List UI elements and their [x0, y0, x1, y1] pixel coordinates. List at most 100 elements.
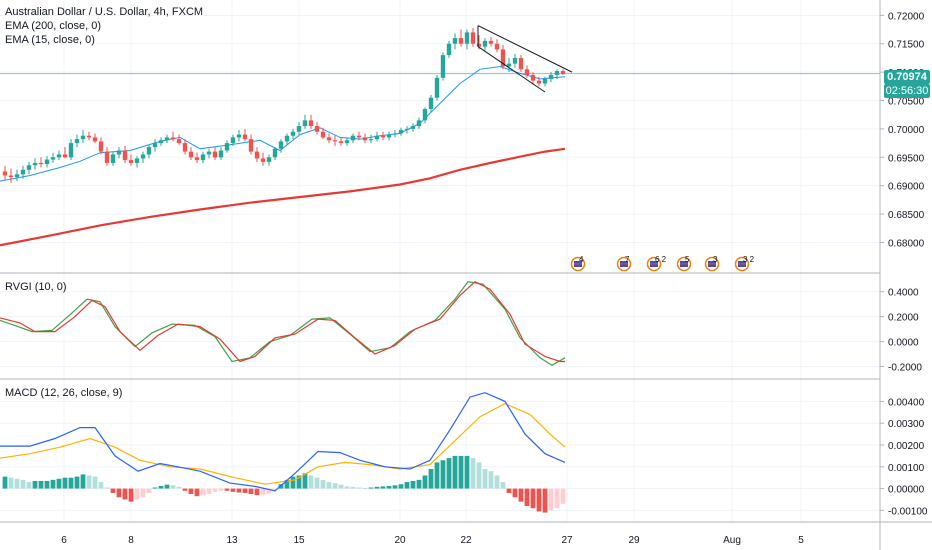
candle-body [560, 70, 566, 74]
event-flag-icon[interactable] [676, 256, 692, 272]
candle [260, 152, 266, 166]
event-flag-stripe [708, 263, 716, 265]
candle-body [380, 135, 386, 138]
candle [146, 144, 152, 159]
candle [278, 139, 284, 153]
event-count-label: 3 2 [743, 255, 755, 264]
ema15-line [0, 65, 566, 182]
event-flag-icon[interactable] [704, 256, 720, 272]
candle [68, 139, 74, 161]
candle-body [332, 140, 338, 142]
macd-histogram-bar [482, 468, 488, 489]
macd-histogram-bar [536, 488, 542, 512]
macd-histogram-bar [368, 487, 374, 489]
candle [464, 29, 470, 50]
candle-body [554, 70, 560, 75]
candle-body [86, 135, 92, 138]
macd-histogram-bar [194, 488, 200, 497]
macd-histogram-bar [2, 476, 8, 489]
event-flag-icon[interactable] [616, 256, 632, 272]
macd-histogram-bar [110, 488, 116, 493]
event-flag-icon[interactable] [734, 256, 750, 272]
candle [548, 72, 554, 83]
macd-histogram-bar [272, 488, 278, 490]
event-flag-icon[interactable] [570, 256, 586, 272]
candle [218, 147, 224, 161]
macd-histogram-bar [464, 455, 470, 489]
candle-body [278, 141, 284, 149]
macd-histogram-bar [320, 479, 326, 489]
candle-body [92, 137, 98, 142]
candle-body [494, 43, 500, 50]
candle [320, 127, 326, 140]
macd-histogram-bar [392, 485, 398, 489]
macd-histogram-bar [236, 488, 242, 493]
macd-histogram-bar [560, 488, 566, 504]
candle [356, 131, 362, 141]
macd-histogram-bar [176, 486, 182, 489]
candle-body [362, 137, 368, 141]
macd-histogram-bar [230, 488, 236, 492]
x-tick-label: 22 [460, 535, 472, 546]
macd-histogram-bar [452, 455, 458, 489]
economic-events[interactable]: 4 7 6 2 5 3 3 2 [570, 255, 755, 272]
event-count-label: 3 [713, 255, 718, 264]
rvgi-pane[interactable] [0, 280, 566, 366]
candle [242, 128, 248, 142]
candle-body [392, 133, 398, 135]
candle-body [524, 69, 530, 75]
candle [56, 150, 62, 161]
macd-histogram-bar [80, 474, 86, 489]
candle [458, 29, 464, 47]
candle-body [56, 154, 62, 158]
candle-body [260, 158, 266, 162]
candle [230, 134, 236, 146]
candle-body [50, 157, 56, 160]
event-flag-icon[interactable] [646, 256, 662, 272]
macd-histogram-bar [416, 479, 422, 489]
candle-body [470, 32, 476, 44]
candle [500, 44, 506, 70]
candle-body [146, 147, 152, 155]
macd-histogram-bar [440, 460, 446, 489]
candle-body [404, 128, 410, 131]
symbol-title: Australian Dollar / U.S. Dollar, 4h, FXC… [5, 6, 204, 18]
candle-body [548, 74, 554, 79]
macd-histogram-bar [302, 473, 308, 489]
candle-body [230, 137, 236, 144]
candle [92, 133, 98, 144]
macd-histogram-bar [200, 488, 206, 496]
macd-histogram-bar [50, 479, 56, 489]
macd-y-tick-label: 0.00000 [888, 485, 925, 496]
macd-y-tick-label: 0.00100 [888, 463, 925, 474]
x-tick-label: 13 [226, 535, 238, 546]
candle-body [104, 151, 110, 163]
candle-body [374, 135, 380, 140]
macd-histogram-bar [524, 488, 530, 507]
candle [8, 168, 14, 183]
event-flag-stripe [620, 263, 628, 265]
candle-body [62, 154, 68, 158]
candle-body [158, 140, 164, 144]
price-pane[interactable] [0, 25, 880, 247]
price-y-tick-label: 0.71500 [888, 40, 925, 51]
candle [32, 158, 38, 170]
macd-pane[interactable] [0, 392, 566, 513]
x-tick-label: 29 [628, 535, 640, 546]
rvgi-legend: RVGI (10, 0) [5, 281, 67, 293]
ema200-legend: EMA (200, close, 0) [5, 20, 101, 32]
candle-body [302, 120, 308, 127]
macd-histogram-bar [20, 479, 26, 489]
candle-body [2, 171, 8, 176]
macd-histogram-bar [98, 482, 104, 489]
event-count-label: 6 2 [655, 255, 667, 264]
candle [206, 148, 212, 159]
price-y-tick-label: 0.72000 [888, 11, 925, 22]
candle [272, 147, 278, 161]
candle [506, 57, 512, 73]
x-tick-label: 8 [128, 535, 134, 546]
macd-histogram-bar [488, 471, 494, 489]
candle-body [458, 38, 464, 44]
macd-histogram-bar [284, 479, 290, 489]
